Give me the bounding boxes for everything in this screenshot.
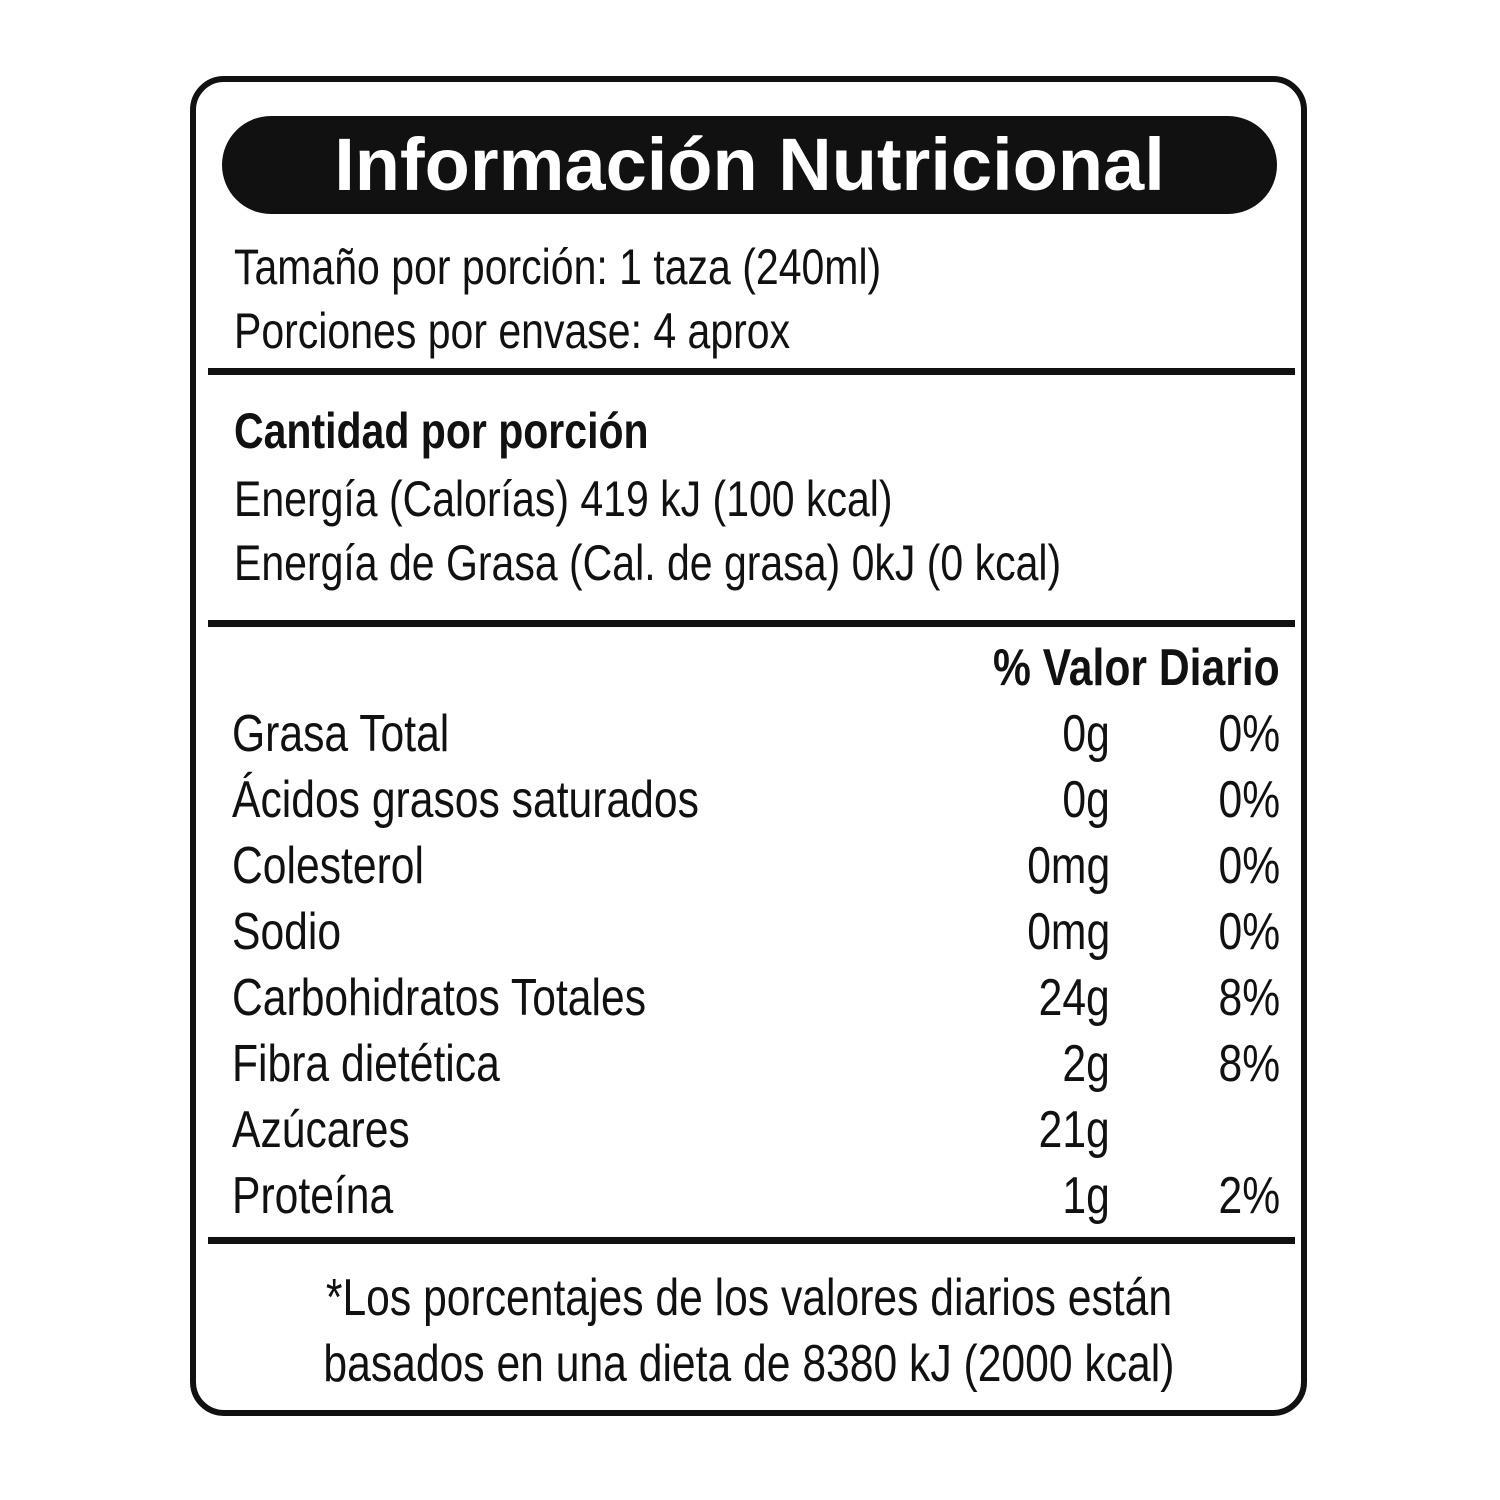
nutrient-amount: 0g — [1062, 705, 1110, 763]
nutrient-name: Fibra dietética — [232, 1035, 500, 1093]
label-title: Información Nutricional — [222, 116, 1277, 214]
servings-per-container: Porciones por envase: 4 aprox — [234, 303, 791, 359]
divider — [208, 620, 1295, 627]
dv-header-row: % Valor Diario — [232, 642, 1280, 702]
nutrient-name: Sodio — [232, 903, 342, 961]
nutrient-row: Sodio 0mg 0% — [232, 906, 1280, 966]
footnote-line: basados en una dieta de 8380 kJ (2000 kc… — [322, 1335, 1175, 1393]
serving-size: Tamaño por porción: 1 taza (240ml) — [234, 239, 882, 295]
nutrient-name: Carbohidratos Totales — [232, 969, 647, 1027]
nutrient-row: Grasa Total 0g 0% — [232, 708, 1280, 768]
nutrient-name: Colesterol — [232, 837, 424, 895]
nutrient-name: Proteína — [232, 1167, 394, 1225]
label-border — [190, 76, 1307, 1416]
nutrient-amount: 0g — [1062, 771, 1110, 829]
nutrient-dv: 8% — [1218, 1035, 1280, 1093]
nutrient-dv: 0% — [1218, 837, 1280, 895]
nutrient-amount: 0mg — [1027, 903, 1110, 961]
nutrient-dv: 0% — [1218, 705, 1280, 763]
fat-energy: Energía de Grasa (Cal. de grasa) 0kJ (0 … — [234, 535, 1062, 591]
nutrient-row: Azúcares 21g — [232, 1104, 1280, 1164]
nutrient-row: Proteína 1g 2% — [232, 1170, 1280, 1230]
nutrient-row: Carbohidratos Totales 24g 8% — [232, 972, 1280, 1032]
nutrient-amount: 1g — [1062, 1167, 1110, 1225]
nutrient-amount: 24g — [1038, 969, 1110, 1027]
nutrient-name: Grasa Total — [232, 705, 450, 763]
footnote-line: *Los porcentajes de los valores diarios … — [325, 1269, 1172, 1327]
nutrient-row: Fibra dietética 2g 8% — [232, 1038, 1280, 1098]
divider — [208, 368, 1295, 375]
nutrient-name: Azúcares — [232, 1101, 410, 1159]
amount-header: Cantidad por porción — [234, 403, 649, 459]
nutrient-amount: 21g — [1038, 1101, 1110, 1159]
energy: Energía (Calorías) 419 kJ (100 kcal) — [234, 471, 893, 527]
nutrient-row: Ácidos grasos saturados 0g 0% — [232, 774, 1280, 834]
nutrient-dv: 0% — [1218, 771, 1280, 829]
nutrient-dv: 2% — [1218, 1167, 1280, 1225]
dv-header: % Valor Diario — [993, 639, 1280, 697]
divider — [208, 1237, 1295, 1244]
nutrient-row: Colesterol 0mg 0% — [232, 840, 1280, 900]
nutrient-dv: 0% — [1218, 903, 1280, 961]
nutrient-amount: 2g — [1062, 1035, 1110, 1093]
nutrient-amount: 0mg — [1027, 837, 1110, 895]
nutrient-name: Ácidos grasos saturados — [232, 771, 699, 829]
nutrient-dv: 8% — [1218, 969, 1280, 1027]
